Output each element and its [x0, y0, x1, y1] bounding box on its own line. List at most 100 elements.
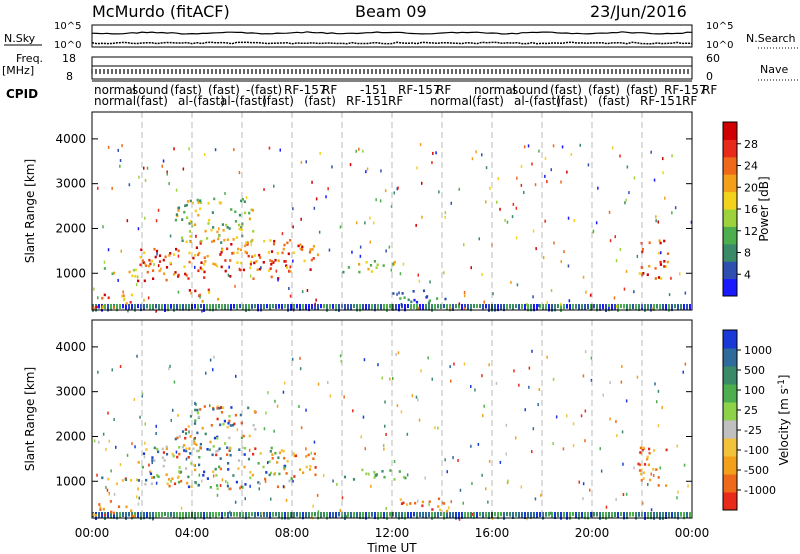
echo-cell — [659, 512, 661, 520]
echo-cell — [101, 512, 103, 518]
echo-cell — [648, 447, 651, 451]
echo-cell — [292, 251, 295, 254]
echo-cell — [273, 429, 275, 433]
echo-cell — [216, 405, 219, 408]
echo-cell — [656, 304, 658, 309]
echo-cell — [198, 415, 201, 419]
echo-cell — [103, 267, 106, 270]
y-tick-label: 3000 — [55, 385, 86, 399]
echo-cell — [185, 467, 188, 470]
y-tick-label: 2000 — [55, 429, 86, 443]
echo-cell — [608, 512, 610, 518]
echo-cell — [243, 211, 247, 215]
echo-cell — [665, 512, 667, 520]
echo-cell — [362, 512, 364, 520]
echo-cell — [155, 249, 159, 253]
echo-cell — [566, 170, 568, 174]
echo-cell — [512, 202, 515, 206]
echo-cell — [487, 500, 489, 504]
echo-cell — [122, 512, 124, 517]
echo-cell — [616, 304, 618, 308]
echo-cell — [359, 245, 362, 249]
echo-cell — [219, 467, 222, 471]
echo-cell — [360, 435, 362, 439]
echo-cell — [596, 512, 598, 517]
echo-cell — [293, 304, 295, 308]
echo-cell — [638, 469, 642, 472]
echo-cell — [458, 512, 460, 520]
echo-cell — [400, 410, 403, 414]
echo-cell — [605, 304, 607, 312]
echo-cell — [488, 459, 491, 463]
echo-cell — [194, 512, 196, 520]
echo-cell — [395, 304, 397, 310]
echo-cell — [647, 512, 649, 520]
echo-cell — [206, 237, 209, 240]
freq-tick-bottom: 8 — [66, 70, 73, 83]
echo-cell — [268, 269, 271, 272]
echo-cell — [110, 469, 112, 473]
echo-cell — [162, 464, 165, 468]
echo-cell — [198, 293, 202, 297]
echo-cell — [248, 512, 250, 519]
echo-cell — [467, 304, 469, 310]
echo-cell — [157, 208, 160, 212]
velocity-ylabel: Slant Range [km] — [23, 367, 37, 471]
colorbar-swatch — [723, 174, 737, 193]
echo-cell — [482, 512, 484, 518]
echo-cell — [372, 221, 375, 225]
echo-cell — [115, 445, 117, 449]
echo-cell — [338, 512, 340, 517]
echo-cell — [232, 238, 235, 241]
echo-cell — [336, 482, 338, 486]
echo-cell — [188, 447, 191, 450]
echo-cell — [180, 506, 183, 510]
echo-cell — [388, 245, 391, 249]
echo-cell — [107, 304, 109, 312]
echo-cell — [500, 304, 502, 310]
echo-cell — [125, 512, 127, 520]
echo-cell — [646, 455, 649, 459]
echo-cell — [270, 275, 273, 279]
echo-cell — [488, 512, 490, 520]
echo-cell — [332, 304, 334, 309]
echo-cell — [643, 463, 647, 466]
echo-cell — [226, 238, 229, 241]
echo-cell — [137, 279, 140, 283]
echo-cell — [107, 248, 110, 252]
echo-cell — [155, 219, 158, 223]
echo-cell — [248, 217, 251, 221]
colorbar-tick-label: -1000 — [744, 484, 776, 497]
echo-cell — [301, 248, 304, 251]
echo-cell — [664, 196, 666, 200]
echo-cell — [659, 466, 661, 470]
echo-cell — [188, 260, 191, 264]
echo-cell — [358, 147, 360, 151]
echo-cell — [359, 254, 362, 258]
echo-cell — [218, 465, 221, 469]
echo-cell — [178, 470, 181, 473]
echo-cell — [649, 478, 652, 482]
echo-cell — [215, 450, 218, 453]
echo-cell — [229, 449, 231, 452]
cpid-label-row1: RF — [322, 83, 337, 97]
echo-cell — [623, 287, 626, 291]
echo-cell — [674, 206, 677, 210]
echo-cell — [526, 303, 528, 307]
echo-cell — [253, 410, 256, 413]
echo-cell — [684, 291, 687, 295]
echo-cell — [189, 435, 192, 438]
echo-cell — [641, 501, 644, 505]
echo-cell — [168, 478, 171, 481]
echo-cell — [593, 512, 595, 517]
echo-cell — [626, 304, 628, 312]
echo-cell — [132, 514, 135, 518]
echo-cell — [611, 512, 613, 519]
echo-cell — [580, 414, 583, 418]
echo-cell — [515, 236, 518, 240]
echo-cell — [110, 510, 113, 514]
echo-cell — [102, 507, 105, 511]
echo-cell — [499, 207, 501, 211]
echo-cell — [177, 249, 180, 253]
